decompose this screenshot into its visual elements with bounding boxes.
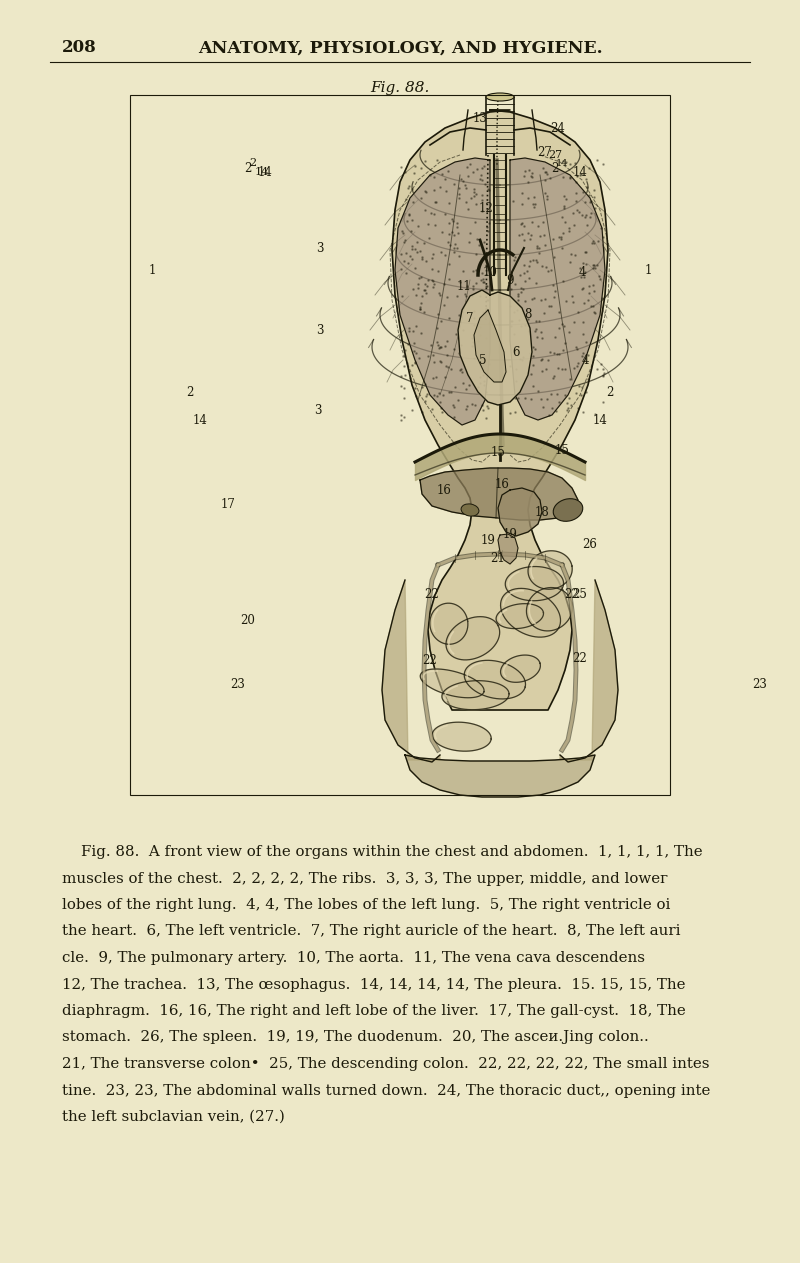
Text: 11: 11 (457, 279, 471, 293)
Text: 2: 2 (551, 162, 558, 174)
Polygon shape (496, 604, 543, 629)
Polygon shape (498, 488, 542, 536)
Text: 3: 3 (316, 323, 324, 336)
Polygon shape (528, 551, 572, 590)
Text: 3: 3 (314, 403, 322, 417)
Text: 208: 208 (62, 39, 97, 57)
Ellipse shape (461, 504, 479, 517)
Polygon shape (405, 755, 595, 797)
Text: 1: 1 (644, 264, 652, 277)
Text: 16: 16 (494, 479, 510, 491)
Text: 19: 19 (481, 533, 495, 547)
Polygon shape (430, 604, 468, 644)
Polygon shape (560, 580, 618, 762)
Ellipse shape (554, 499, 582, 522)
Polygon shape (382, 580, 440, 762)
Text: 26: 26 (582, 538, 598, 552)
Text: 14: 14 (573, 165, 587, 178)
Text: 8: 8 (524, 307, 532, 321)
Text: Fig. 88.  A front view of the organs within the chest and abdomen.  1, 1, 1, 1, : Fig. 88. A front view of the organs with… (62, 845, 702, 859)
Text: 6: 6 (512, 346, 520, 359)
Text: tine.  23, 23, The abdominal walls turned down.  24, The thoracic duct,, opening: tine. 23, 23, The abdominal walls turned… (62, 1084, 710, 1098)
Text: cle.  9, The pulmonary artery.  10, The aorta.  11, The vena cava descendens: cle. 9, The pulmonary artery. 10, The ao… (62, 951, 645, 965)
Text: 5: 5 (479, 354, 486, 366)
Polygon shape (506, 567, 563, 601)
Text: 12: 12 (478, 202, 494, 215)
Text: 13: 13 (473, 111, 487, 125)
Text: 15: 15 (490, 446, 506, 458)
Text: lobes of the right lung.  4, 4, The lobes of the left lung.  5, The right ventri: lobes of the right lung. 4, 4, The lobes… (62, 898, 670, 912)
Text: 14: 14 (556, 159, 568, 168)
Bar (130, 95, 670, 794)
Polygon shape (510, 158, 605, 421)
Text: ANATOMY, PHYSIOLOGY, AND HYGIENE.: ANATOMY, PHYSIOLOGY, AND HYGIENE. (198, 39, 602, 57)
Text: 23: 23 (230, 678, 246, 692)
Polygon shape (458, 290, 532, 405)
Polygon shape (392, 110, 608, 710)
Text: the left subclavian vein, (27.): the left subclavian vein, (27.) (62, 1110, 285, 1124)
Text: 21: 21 (490, 552, 506, 565)
Text: 17: 17 (221, 498, 235, 510)
Text: stomach.  26, The spleen.  19, 19, The duodenum.  20, The asceи.Jing colon..: stomach. 26, The spleen. 19, 19, The duo… (62, 1031, 649, 1045)
Polygon shape (474, 309, 506, 381)
Text: 14: 14 (255, 167, 269, 177)
Text: 18: 18 (534, 505, 550, 519)
Text: 4: 4 (582, 354, 589, 366)
Text: 16: 16 (437, 484, 451, 496)
Text: 22: 22 (422, 653, 438, 667)
Text: 14: 14 (593, 413, 607, 427)
Text: 14: 14 (193, 413, 207, 427)
Polygon shape (498, 534, 518, 565)
Ellipse shape (486, 93, 514, 101)
Polygon shape (501, 655, 540, 682)
Text: 2: 2 (250, 158, 257, 168)
Text: 19: 19 (502, 528, 518, 542)
Text: 22: 22 (573, 652, 587, 664)
Polygon shape (420, 669, 484, 697)
Text: muscles of the chest.  2, 2, 2, 2, The ribs.  3, 3, 3, The upper, middle, and lo: muscles of the chest. 2, 2, 2, 2, The ri… (62, 871, 668, 885)
Text: 9: 9 (506, 274, 514, 287)
Polygon shape (395, 158, 490, 426)
Text: 12, The trachea.  13, The œsophagus.  14, 14, 14, 14, The pleura.  15. 15, 15, T: 12, The trachea. 13, The œsophagus. 14, … (62, 978, 686, 991)
Text: 1: 1 (148, 264, 156, 277)
Polygon shape (442, 681, 509, 710)
Text: 27: 27 (538, 145, 553, 158)
Text: 2: 2 (186, 385, 194, 399)
Text: 27: 27 (548, 150, 562, 160)
Text: 14: 14 (258, 165, 273, 178)
Text: 20: 20 (241, 614, 255, 626)
Text: 10: 10 (482, 265, 498, 279)
Text: 23: 23 (753, 678, 767, 692)
Polygon shape (432, 722, 491, 751)
Text: 24: 24 (550, 121, 566, 134)
Text: 2: 2 (606, 385, 614, 399)
Polygon shape (526, 587, 572, 632)
Polygon shape (446, 616, 500, 659)
Text: 7: 7 (466, 312, 474, 325)
Text: 2: 2 (244, 162, 252, 174)
Text: the heart.  6, The left ventricle.  7, The right auricle of the heart.  8, The l: the heart. 6, The left ventricle. 7, The… (62, 925, 681, 938)
Polygon shape (464, 661, 526, 698)
Text: 4: 4 (578, 265, 586, 279)
Text: diaphragm.  16, 16, The right and left lobe of the liver.  17, The gall-cyst.  1: diaphragm. 16, 16, The right and left lo… (62, 1004, 686, 1018)
Text: 25: 25 (573, 589, 587, 601)
Polygon shape (420, 469, 578, 520)
Text: 15: 15 (554, 443, 570, 456)
Text: 3: 3 (316, 241, 324, 255)
Polygon shape (501, 589, 561, 637)
Text: Fig. 88.: Fig. 88. (370, 81, 430, 95)
Text: 21, The transverse colon•  25, The descending colon.  22, 22, 22, 22, The small : 21, The transverse colon• 25, The descen… (62, 1057, 710, 1071)
Text: 22: 22 (425, 589, 439, 601)
Text: 22: 22 (565, 589, 579, 601)
